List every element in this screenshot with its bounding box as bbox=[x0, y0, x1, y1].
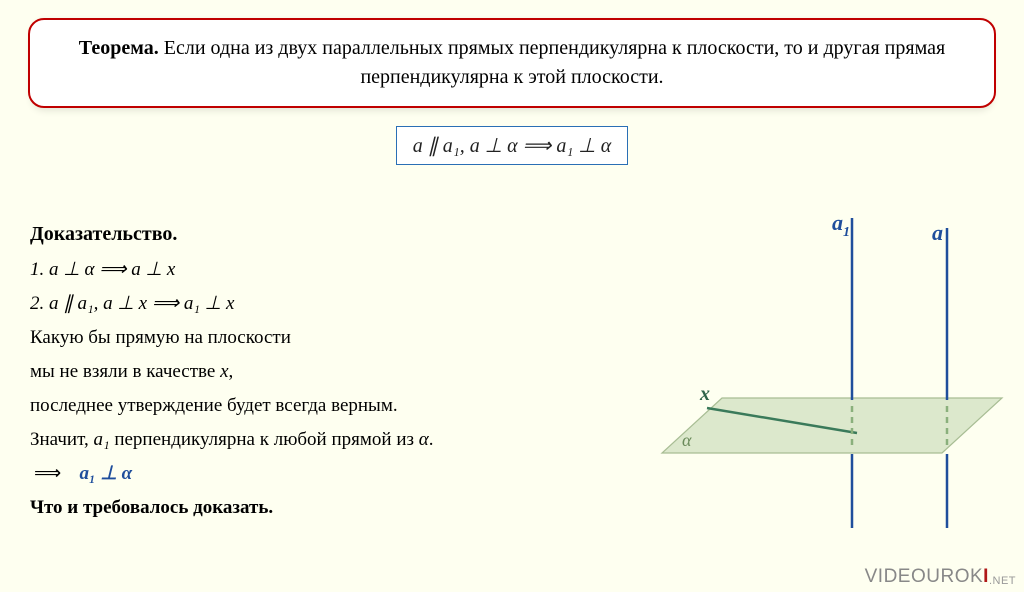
main-formula: a ∥ a₁, a ⊥ α ⟹ a₁ ⊥ α bbox=[413, 135, 611, 157]
watermark: VIDEOUROKI.NET bbox=[865, 566, 1016, 588]
proof-heading: Доказательство. bbox=[30, 220, 630, 250]
main-formula-box: a ∥ a₁, a ⊥ α ⟹ a₁ ⊥ α bbox=[396, 126, 628, 165]
label-a1: a1 bbox=[832, 210, 850, 240]
proof-conclusion: a₁ ⊥ α bbox=[80, 463, 133, 484]
proof-para-2: мы не взяли в качестве x, bbox=[30, 358, 630, 386]
proof-para-4: Значит, a₁ перпендикулярна к любой прямо… bbox=[30, 426, 630, 454]
plane-shape bbox=[662, 398, 1002, 453]
theorem-box: Теорема. Если одна из двух параллельных … bbox=[28, 18, 996, 108]
proof-block: Доказательство. 1. a ⊥ α ⟹ a ⊥ x 2. a ∥ … bbox=[30, 220, 630, 528]
label-a: a bbox=[932, 220, 943, 245]
proof-para-1: Какую бы прямую на плоскости bbox=[30, 324, 630, 352]
proof-line-2: 2. a ∥ a₁, a ⊥ x ⟹ a₁ ⊥ x bbox=[30, 290, 630, 318]
proof-line-1: 1. a ⊥ α ⟹ a ⊥ x bbox=[30, 256, 630, 284]
label-alpha: α bbox=[682, 430, 692, 450]
proof-para-3: последнее утверждение будет всегда верны… bbox=[30, 392, 630, 420]
theorem-text: Если одна из двух параллельных прямых пе… bbox=[159, 37, 945, 88]
proof-qed: Что и требовалось доказать. bbox=[30, 494, 630, 522]
geometry-diagram: α x a1 a bbox=[632, 208, 1012, 538]
label-x: x bbox=[699, 383, 710, 405]
theorem-label: Теорема. bbox=[79, 37, 159, 59]
proof-conclusion-line: ⟹ a₁ ⊥ α bbox=[30, 460, 630, 488]
